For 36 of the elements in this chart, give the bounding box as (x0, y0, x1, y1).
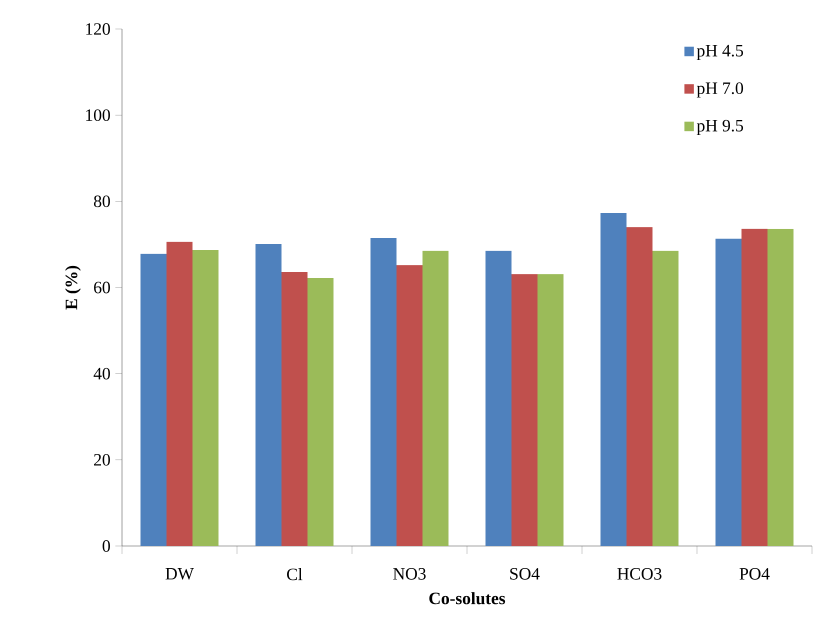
legend-label: pH 7.0 (696, 82, 744, 98)
y-tick-label: 120 (86, 23, 110, 35)
bar (396, 265, 422, 546)
bar (140, 254, 167, 546)
x-axis-title: Co-solutes (429, 592, 506, 604)
y-tick-label: 100 (86, 109, 110, 122)
y-tick-label: 40 (94, 368, 110, 380)
bar (626, 227, 652, 546)
bar (422, 250, 449, 546)
bar (716, 238, 742, 546)
bar (192, 250, 219, 546)
bar (600, 212, 626, 546)
y-tick-label: 20 (94, 454, 110, 466)
bar (256, 244, 282, 546)
bar (166, 242, 192, 546)
x-tick-label: DW (166, 568, 194, 580)
bar (308, 278, 334, 546)
legend-label: pH 4.5 (696, 44, 744, 60)
bar (512, 274, 538, 546)
y-tick-label: 80 (94, 195, 110, 208)
bar (768, 228, 794, 546)
bar (370, 238, 397, 546)
legend-label: pH 9.5 (696, 120, 744, 136)
x-tick-label: NO3 (393, 568, 426, 580)
bar (486, 250, 512, 546)
y-axis-title: E (%) (65, 266, 81, 310)
bar (652, 250, 678, 546)
x-tick-label: Cl (287, 568, 302, 580)
bar (538, 274, 564, 546)
y-tick-label: 0 (102, 540, 110, 552)
x-tick-label: PO4 (740, 568, 770, 580)
bar (742, 228, 768, 546)
bar (282, 272, 308, 546)
x-tick-label: HCO3 (617, 568, 662, 580)
x-tick-label: SO4 (510, 568, 540, 580)
y-tick-label: 60 (94, 282, 110, 294)
